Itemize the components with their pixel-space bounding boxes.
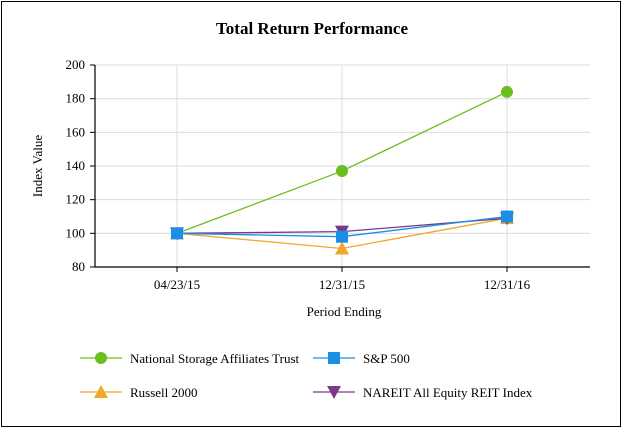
data-point [336, 230, 348, 243]
y-tick-label: 200 [66, 57, 86, 72]
legend-marker [95, 352, 107, 364]
x-axis-ticks: 04/23/15 12/31/15 12/31/16 [154, 267, 531, 292]
legend: National Storage Affiliates Trust S&P 500… [80, 351, 533, 400]
legend-label: NAREIT All Equity REIT Index [363, 385, 533, 400]
legend-marker [94, 385, 108, 398]
y-axis-label: Index Value [30, 135, 45, 197]
legend-label: Russell 2000 [130, 385, 198, 400]
legend-label: S&P 500 [363, 351, 410, 366]
y-tick-label: 160 [66, 124, 86, 139]
legend-item: Russell 2000 [80, 385, 198, 400]
legend-marker [327, 386, 341, 399]
series-1 [171, 210, 513, 243]
data-point [336, 165, 348, 178]
x-tick-label: 04/23/15 [154, 277, 200, 292]
legend-item: NAREIT All Equity REIT Index [313, 385, 533, 400]
chart-title: Total Return Performance [216, 19, 408, 38]
legend-label: National Storage Affiliates Trust [130, 351, 300, 366]
y-tick-label: 100 [66, 225, 86, 240]
series-layer [170, 85, 514, 255]
data-point [335, 241, 349, 255]
data-point [501, 210, 513, 223]
legend-item: National Storage Affiliates Trust [80, 351, 300, 366]
data-point [171, 227, 183, 240]
y-tick-label: 140 [66, 158, 86, 173]
legend-marker [328, 352, 340, 364]
y-tick-label: 180 [66, 91, 86, 106]
data-point [501, 85, 513, 98]
y-axis-ticks: 80 100 120 140 160 180 200 [66, 57, 95, 274]
legend-item: S&P 500 [313, 351, 410, 366]
grid [95, 64, 590, 267]
y-tick-label: 80 [72, 259, 85, 274]
x-axis-label: Period Ending [307, 304, 382, 319]
y-tick-label: 120 [66, 192, 86, 207]
x-tick-label: 12/31/16 [484, 277, 531, 292]
x-tick-label: 12/31/15 [319, 277, 365, 292]
